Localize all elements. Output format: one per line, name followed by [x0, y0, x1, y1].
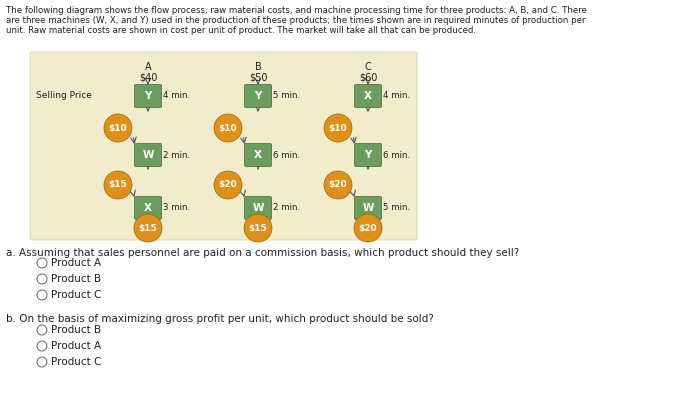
Text: $20: $20	[218, 181, 237, 190]
Text: X: X	[364, 91, 372, 101]
Text: 6 min.: 6 min.	[383, 150, 410, 160]
Text: X: X	[254, 150, 262, 160]
FancyBboxPatch shape	[244, 196, 272, 220]
Text: 2 min.: 2 min.	[163, 150, 190, 160]
Text: a. Assuming that sales personnel are paid on a commission basis, which product s: a. Assuming that sales personnel are pai…	[6, 248, 519, 258]
Circle shape	[37, 274, 47, 284]
Text: $15: $15	[248, 224, 267, 233]
Text: A: A	[145, 62, 151, 72]
Text: 2 min.: 2 min.	[273, 203, 300, 213]
Text: 3 min.: 3 min.	[163, 203, 190, 213]
Text: $20: $20	[329, 181, 347, 190]
Text: Selling Price: Selling Price	[36, 92, 92, 100]
Text: 5 min.: 5 min.	[273, 92, 300, 100]
Circle shape	[37, 357, 47, 367]
Text: Y: Y	[254, 91, 262, 101]
FancyBboxPatch shape	[30, 52, 417, 240]
Text: $50: $50	[248, 72, 267, 82]
Circle shape	[354, 214, 382, 242]
Circle shape	[324, 171, 352, 199]
Text: Y: Y	[144, 91, 152, 101]
Circle shape	[37, 290, 47, 300]
Text: Product C: Product C	[51, 290, 102, 300]
Circle shape	[104, 114, 132, 142]
Text: Product B: Product B	[51, 325, 101, 335]
Circle shape	[214, 171, 242, 199]
Text: Product B: Product B	[51, 274, 101, 284]
Text: X: X	[144, 203, 152, 213]
Text: Product A: Product A	[51, 258, 101, 268]
Circle shape	[104, 171, 132, 199]
Text: $10: $10	[329, 124, 347, 132]
Text: 4 min.: 4 min.	[383, 92, 410, 100]
Text: The following diagram shows the flow process, raw material costs, and machine pr: The following diagram shows the flow pro…	[6, 6, 587, 15]
Text: $10: $10	[218, 124, 237, 132]
Text: $15: $15	[108, 181, 127, 190]
Text: $15: $15	[139, 224, 158, 233]
Text: unit. Raw material costs are shown in cost per unit of product. The market will : unit. Raw material costs are shown in co…	[6, 26, 476, 35]
FancyBboxPatch shape	[134, 196, 162, 220]
Text: $60: $60	[359, 72, 377, 82]
Text: $20: $20	[358, 224, 377, 233]
Text: $10: $10	[108, 124, 127, 132]
FancyBboxPatch shape	[244, 143, 272, 167]
Circle shape	[37, 325, 47, 335]
Text: B: B	[255, 62, 261, 72]
Text: Product C: Product C	[51, 357, 102, 367]
Text: Y: Y	[364, 150, 372, 160]
FancyBboxPatch shape	[354, 196, 382, 220]
Text: W: W	[363, 203, 374, 213]
Text: b. On the basis of maximizing gross profit per unit, which product should be sol: b. On the basis of maximizing gross prof…	[6, 314, 434, 324]
Circle shape	[37, 258, 47, 268]
FancyBboxPatch shape	[244, 85, 272, 107]
FancyBboxPatch shape	[354, 85, 382, 107]
Circle shape	[324, 114, 352, 142]
Text: 4 min.: 4 min.	[163, 92, 190, 100]
Text: W: W	[252, 203, 264, 213]
Text: 6 min.: 6 min.	[273, 150, 300, 160]
FancyBboxPatch shape	[134, 85, 162, 107]
Circle shape	[134, 214, 162, 242]
Circle shape	[37, 341, 47, 351]
Text: Product A: Product A	[51, 341, 101, 351]
Circle shape	[214, 114, 242, 142]
Circle shape	[244, 214, 272, 242]
Text: W: W	[142, 150, 154, 160]
FancyBboxPatch shape	[354, 143, 382, 167]
FancyBboxPatch shape	[134, 143, 162, 167]
Text: 5 min.: 5 min.	[383, 203, 410, 213]
Text: $40: $40	[139, 72, 158, 82]
Text: are three machines (W, X, and Y) used in the production of these products; the t: are three machines (W, X, and Y) used in…	[6, 16, 585, 25]
Text: C: C	[365, 62, 372, 72]
